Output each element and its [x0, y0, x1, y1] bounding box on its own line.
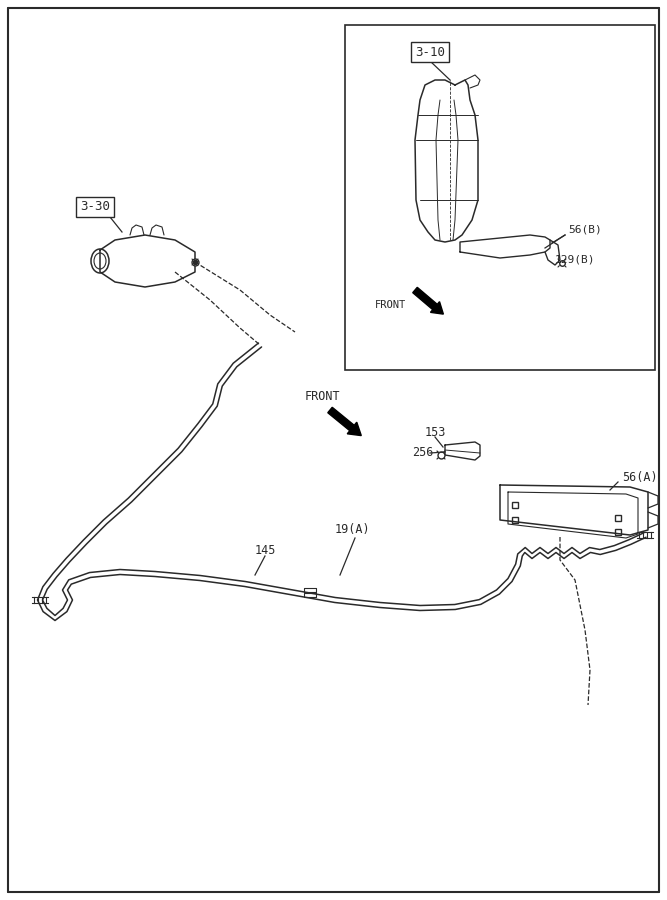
Text: 129(B): 129(B): [555, 255, 596, 265]
Text: 19(A): 19(A): [335, 524, 371, 536]
Text: 3-30: 3-30: [80, 201, 110, 213]
FancyArrow shape: [327, 408, 362, 436]
Text: FRONT: FRONT: [375, 300, 406, 310]
Text: 145: 145: [255, 544, 276, 556]
Text: 256: 256: [412, 446, 434, 460]
Text: 153: 153: [425, 426, 446, 438]
Text: 56(A): 56(A): [622, 472, 658, 484]
Text: FRONT: FRONT: [305, 390, 341, 402]
Bar: [345, 25, 655, 370]
FancyArrow shape: [413, 287, 444, 314]
Text: 3-10: 3-10: [415, 46, 445, 58]
Text: 56(B): 56(B): [568, 225, 602, 235]
